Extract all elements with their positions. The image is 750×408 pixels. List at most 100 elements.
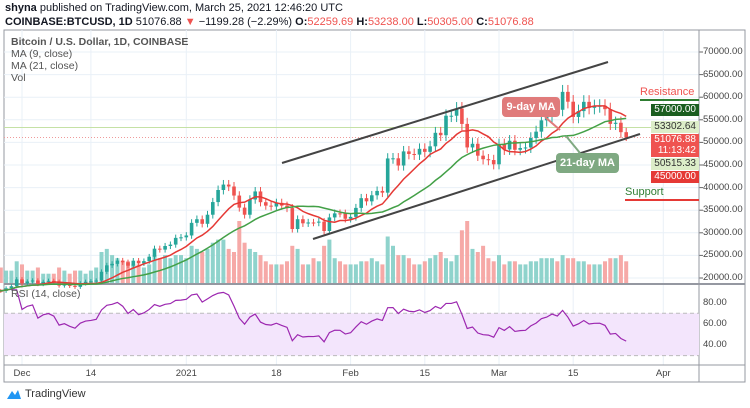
- volume-bar: [25, 270, 30, 283]
- volume-bar: [338, 261, 342, 283]
- tradingview-logo[interactable]: TradingView: [6, 388, 86, 400]
- candle-body: [30, 280, 35, 282]
- volume-bar: [210, 242, 215, 283]
- volume-bar: [136, 264, 141, 283]
- volume-bar: [194, 248, 199, 283]
- candle-body: [327, 217, 332, 231]
- volume-bar: [613, 258, 618, 283]
- volume-bar: [94, 267, 99, 283]
- rsi-tick-label: 40.00: [703, 339, 727, 350]
- x-tick-label: Feb: [342, 368, 359, 379]
- candle-body: [560, 91, 565, 110]
- candle-body: [168, 244, 173, 246]
- candle-body: [46, 280, 51, 282]
- candle-body: [502, 144, 507, 150]
- candle-body: [274, 202, 279, 207]
- candle-body: [592, 106, 597, 108]
- volume-bar: [486, 258, 491, 283]
- volume-bar: [523, 264, 528, 283]
- candle-body: [200, 219, 204, 224]
- volume-bar: [491, 261, 496, 283]
- volume-bar: [221, 239, 226, 283]
- rsi-tick-label: 80.00: [703, 296, 727, 308]
- candle-body: [428, 146, 432, 152]
- candle-body: [385, 158, 390, 193]
- last-price: 51076.88: [135, 16, 182, 28]
- volume-bar: [555, 261, 560, 283]
- volume-bar: [581, 261, 586, 283]
- volume-bar: [51, 273, 56, 283]
- volume-bar: [396, 255, 401, 283]
- volume-bar: [385, 236, 390, 283]
- candle-body: [481, 155, 485, 160]
- volume-bar: [544, 258, 549, 283]
- high-label: H:: [356, 16, 368, 28]
- candle-body: [412, 153, 416, 155]
- candle-body: [189, 222, 194, 236]
- volume-bar: [216, 239, 221, 283]
- candle-body: [205, 214, 210, 224]
- y-tick-label: 30000.00: [703, 226, 743, 238]
- volume-bar: [608, 258, 613, 283]
- candle-body: [348, 216, 353, 219]
- volume-bar: [41, 273, 46, 283]
- volume-bar: [417, 264, 422, 283]
- volume-bar: [226, 248, 231, 283]
- candle-body: [83, 281, 88, 284]
- volume-bar: [279, 264, 284, 283]
- candle-body: [486, 159, 491, 161]
- candle-body: [306, 222, 310, 224]
- candle-body: [539, 120, 544, 132]
- candle-body: [195, 219, 199, 223]
- lower-channel-line: [312, 133, 641, 240]
- y-tick-label: 65000.00: [703, 68, 743, 80]
- candle-body: [317, 221, 321, 223]
- y-tick-label: 35000.00: [703, 204, 743, 216]
- volume-bar: [269, 264, 274, 283]
- candle-body: [253, 191, 257, 200]
- candle-body: [216, 189, 220, 203]
- volume-bar: [232, 252, 236, 283]
- candle-body: [52, 280, 56, 282]
- volume-bar: [274, 264, 279, 283]
- candle-body: [211, 202, 215, 215]
- ma9-price-label: 53302.64: [651, 121, 699, 133]
- volume-bar: [73, 270, 77, 283]
- volume-bar: [247, 248, 252, 283]
- close-label: C:: [476, 16, 488, 28]
- y-tick-label: 55000.00: [703, 113, 743, 125]
- y-tick-label: 20000.00: [703, 272, 743, 283]
- candle-body: [354, 207, 358, 217]
- candle-body: [407, 151, 411, 154]
- volume-bar: [14, 261, 19, 283]
- candle-body: [417, 148, 422, 155]
- volume-bar: [449, 261, 454, 283]
- candle-body: [158, 248, 162, 250]
- candle-body: [147, 256, 151, 262]
- volume-bar: [576, 261, 581, 283]
- resistance-label: Resistance: [640, 86, 695, 98]
- brand-name: TradingView: [25, 388, 86, 400]
- volume-bar: [131, 264, 136, 283]
- candle-body: [131, 260, 136, 266]
- volume-bar: [285, 261, 289, 283]
- volume-bar: [311, 258, 316, 283]
- volume-bar: [83, 273, 88, 283]
- candle-body: [89, 281, 93, 283]
- volume-bar: [603, 261, 607, 283]
- x-tick-label: Apr: [655, 368, 671, 379]
- candle-body: [179, 237, 183, 239]
- volume-bar: [316, 261, 321, 283]
- candle-body: [115, 260, 120, 264]
- candle-body: [9, 286, 14, 289]
- candle-body: [126, 262, 130, 266]
- volume-bar: [444, 258, 448, 283]
- candle-body: [582, 101, 586, 112]
- volume-bar: [560, 255, 565, 283]
- candle-body: [67, 284, 72, 286]
- volume-bar: [465, 221, 470, 283]
- candle-body: [391, 158, 395, 160]
- last-price-value: 51076.88: [654, 134, 696, 145]
- volume-bar: [253, 252, 258, 283]
